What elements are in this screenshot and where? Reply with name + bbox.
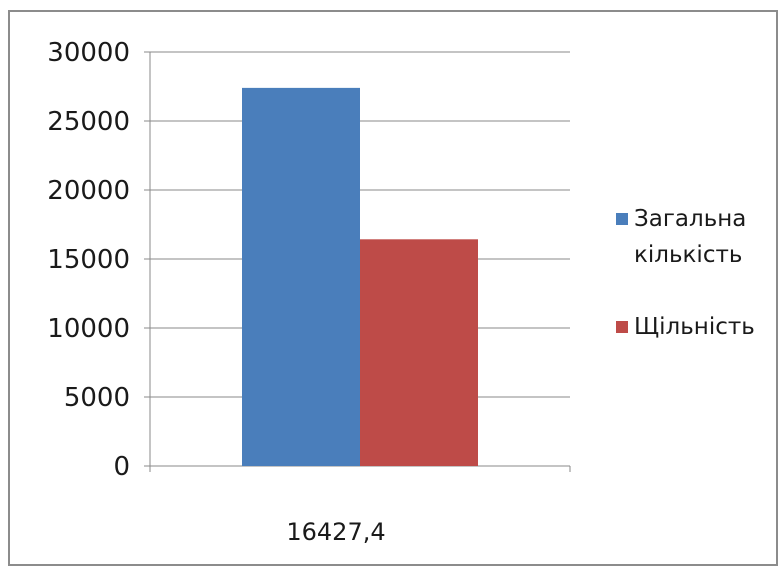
chart-frame: 0 5000 10000 15000 20000 25000 30000 16427,4 З… bbox=[8, 10, 778, 566]
x-category-label: 16427,4 bbox=[286, 518, 385, 546]
y-tick-label: 25000 bbox=[47, 107, 130, 137]
y-tick-label: 0 bbox=[113, 452, 130, 482]
legend-label: Щільність bbox=[634, 314, 755, 340]
y-tick-labels: 0 5000 10000 15000 20000 25000 30000 bbox=[47, 38, 130, 482]
bar-chart: 0 5000 10000 15000 20000 25000 30000 16427,4 З… bbox=[47, 38, 755, 546]
y-tick-label: 30000 bbox=[47, 38, 130, 68]
legend: Загальна кількість Щільність bbox=[616, 206, 755, 340]
legend-swatch-1 bbox=[616, 321, 628, 333]
y-tick-label: 15000 bbox=[47, 245, 130, 275]
y-tick-label: 5000 bbox=[64, 383, 130, 413]
bar-1 bbox=[360, 239, 478, 466]
y-tick-label: 10000 bbox=[47, 314, 130, 344]
legend-label: Загальна bbox=[634, 206, 746, 232]
bars bbox=[242, 87, 478, 466]
bar-0 bbox=[242, 87, 360, 466]
y-tick-label: 20000 bbox=[47, 176, 130, 206]
legend-label: кількість bbox=[634, 242, 742, 268]
x-category-labels: 16427,4 bbox=[286, 518, 385, 546]
legend-swatch-0 bbox=[616, 213, 628, 225]
